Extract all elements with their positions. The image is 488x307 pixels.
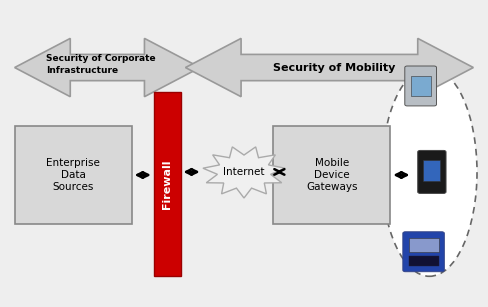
FancyBboxPatch shape [410,76,431,96]
FancyBboxPatch shape [154,92,181,276]
Ellipse shape [382,68,477,276]
FancyBboxPatch shape [408,256,439,266]
Text: Mobile
Device
Gateways: Mobile Device Gateways [306,158,358,192]
FancyBboxPatch shape [15,126,132,224]
Text: Enterprise
Data
Sources: Enterprise Data Sources [46,158,100,192]
Text: Internet: Internet [223,167,265,177]
FancyBboxPatch shape [405,66,437,106]
FancyBboxPatch shape [408,238,439,252]
FancyBboxPatch shape [418,150,446,193]
Text: Security of Mobility: Security of Mobility [273,63,395,72]
Polygon shape [203,147,285,198]
FancyBboxPatch shape [273,126,390,224]
Text: Security of Corporate
Infrastructure: Security of Corporate Infrastructure [46,54,156,75]
Text: Firewall: Firewall [162,159,172,209]
Polygon shape [15,38,200,97]
FancyBboxPatch shape [424,160,440,181]
Polygon shape [185,38,473,97]
FancyBboxPatch shape [403,232,445,272]
